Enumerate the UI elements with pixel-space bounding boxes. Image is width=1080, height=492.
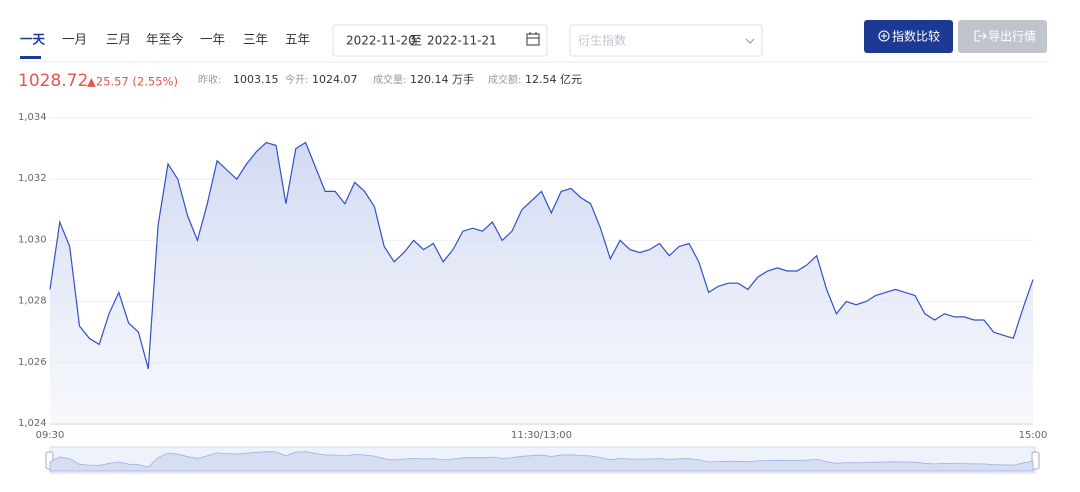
area bbox=[50, 142, 1033, 424]
export-button[interactable] bbox=[958, 20, 1047, 53]
tab[interactable]: 一月 bbox=[62, 32, 87, 47]
date-end[interactable]: 2022-11-21 bbox=[427, 34, 497, 48]
line bbox=[49, 141, 1034, 370]
select-placeholder: 衍生指数 bbox=[578, 33, 626, 48]
tab[interactable]: 三年 bbox=[243, 32, 268, 47]
compare-button[interactable] bbox=[864, 20, 953, 53]
price: 1028.72 bbox=[18, 71, 88, 91]
tab[interactable]: 一年 bbox=[200, 32, 225, 47]
export-icon bbox=[974, 30, 987, 42]
x-tick-label: 15:00 bbox=[1019, 430, 1048, 441]
date-start[interactable]: 2022-11-20 bbox=[346, 34, 416, 48]
stat-value: 120.14 万手 bbox=[410, 72, 474, 86]
stat-label: 今开: bbox=[285, 73, 308, 86]
tab[interactable]: 三月 bbox=[106, 32, 131, 47]
chevron bbox=[745, 38, 755, 44]
derived-index-select[interactable] bbox=[569, 24, 763, 57]
y-tick-label: 1,028 bbox=[18, 296, 47, 307]
calendar-icon[interactable] bbox=[526, 32, 540, 46]
navigator-handle[interactable] bbox=[1031, 451, 1040, 470]
stat-value: 1024.07 bbox=[312, 73, 358, 86]
stat-value: 1003.15 bbox=[233, 73, 279, 86]
price-change: ▲25.57 (2.55%) bbox=[87, 75, 178, 89]
tab[interactable]: 一天 bbox=[20, 32, 46, 47]
stat-label: 成交量: bbox=[373, 73, 406, 86]
compare-label[interactable]: 指数比较 bbox=[892, 29, 940, 44]
navigator-line bbox=[49, 451, 1034, 472]
x-tick-label: 11:30/13:00 bbox=[511, 430, 572, 441]
y-tick-label: 1,034 bbox=[18, 112, 47, 123]
y-tick-label: 1,024 bbox=[18, 418, 47, 429]
date-range[interactable] bbox=[332, 24, 548, 57]
stat-label: 昨收: bbox=[198, 73, 221, 86]
x-tick-label: 09:30 bbox=[36, 430, 65, 441]
tab[interactable]: 年至今 bbox=[146, 32, 184, 47]
tab-indicator bbox=[20, 56, 41, 59]
tab[interactable]: 五年 bbox=[285, 32, 310, 47]
y-tick-label: 1,026 bbox=[18, 357, 47, 368]
y-tick-label: 1,030 bbox=[18, 234, 47, 245]
export-label[interactable]: 导出行情 bbox=[988, 30, 1036, 44]
plus-icon bbox=[878, 30, 890, 42]
date-separator: 至 bbox=[410, 34, 422, 48]
y-tick-label: 1,032 bbox=[18, 173, 47, 184]
stat-value: 12.54 亿元 bbox=[525, 73, 582, 86]
stat-label: 成交额: bbox=[488, 73, 521, 86]
